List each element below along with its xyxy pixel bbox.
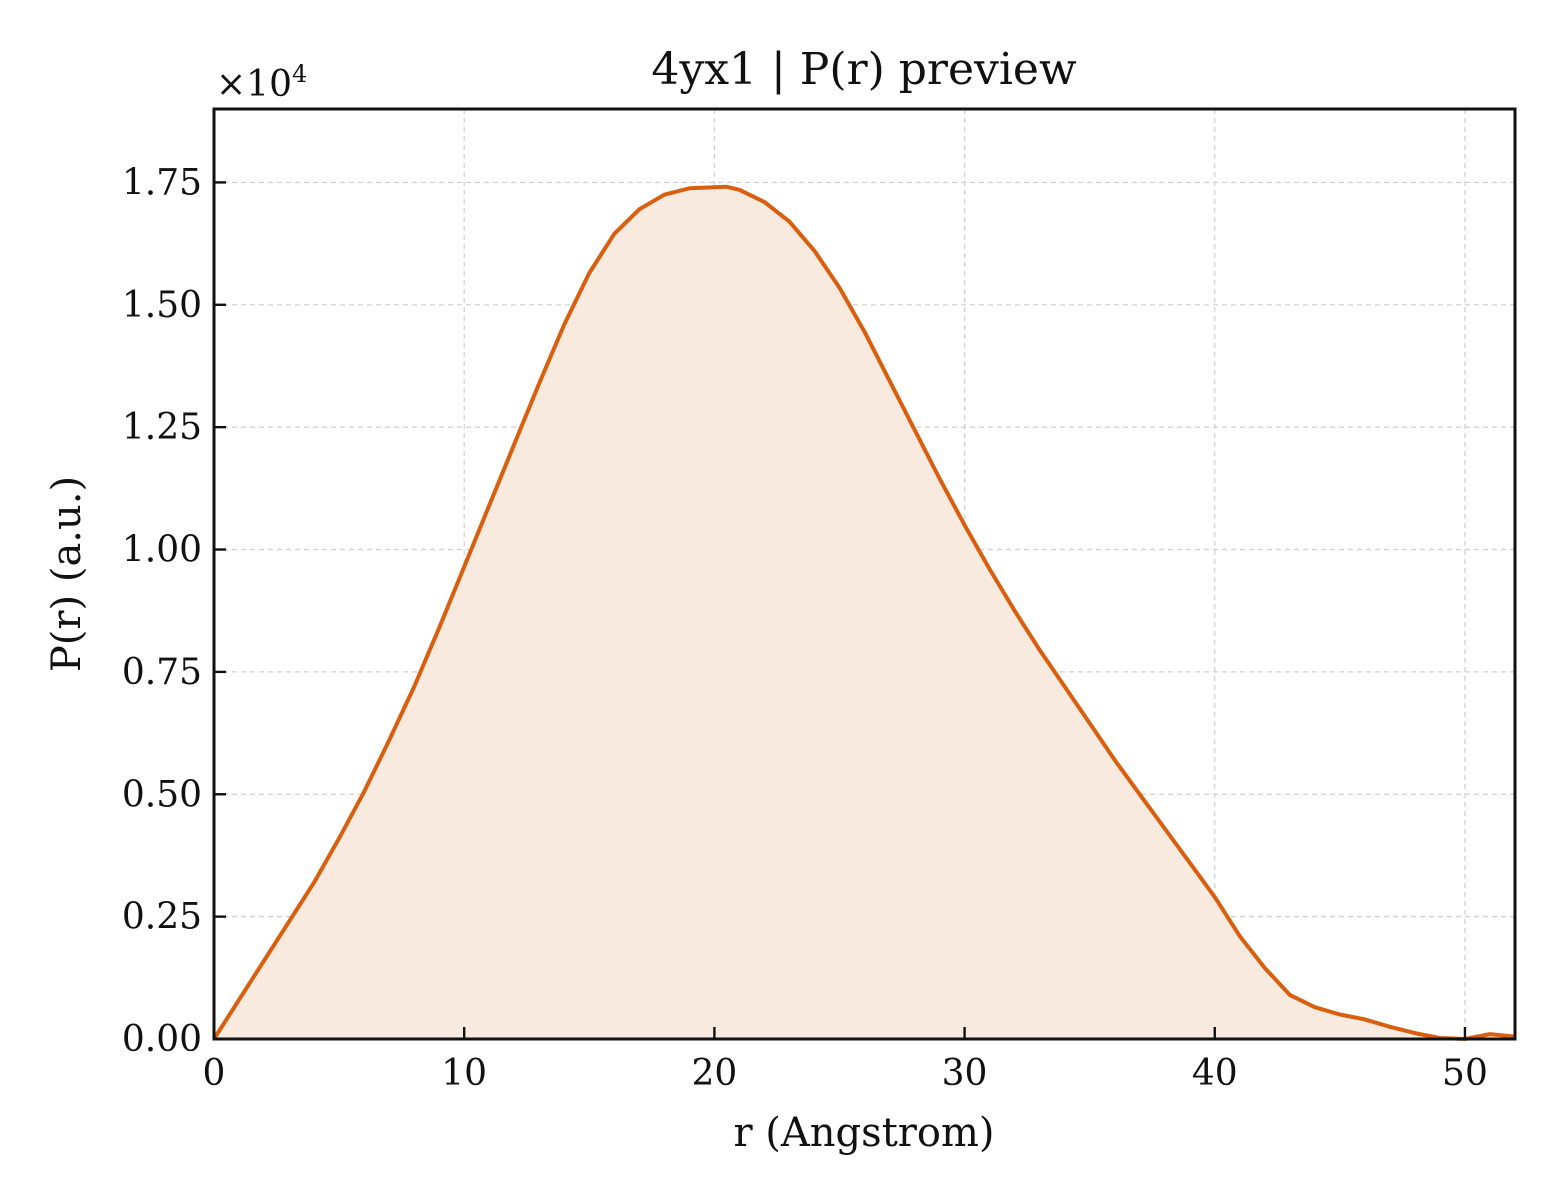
y-tick-label: 1.00	[122, 530, 202, 571]
pr-area-fill	[214, 186, 1515, 1040]
y-tick-label: 0.25	[122, 897, 202, 938]
y-tick-label: 0.50	[122, 774, 202, 815]
pr-curve-line	[212, 184, 1516, 1041]
y-scale-base: ×10	[216, 64, 292, 105]
y-tick-label: 0.00	[122, 1019, 202, 1060]
y-scale-multiplier: ×104	[216, 60, 307, 105]
chart-title: 4yx1 | P(r) preview	[651, 44, 1077, 95]
y-tick-label: 0.75	[122, 652, 202, 693]
x-tick-label: 40	[1192, 1053, 1238, 1094]
x-tick-label: 20	[691, 1053, 737, 1094]
x-tick-label: 10	[441, 1053, 487, 1094]
y-scale-exponent: 4	[292, 60, 307, 88]
y-tick-label: 1.25	[122, 407, 202, 448]
y-tick-label: 1.50	[122, 285, 202, 326]
x-axis-label: r (Angstrom)	[733, 1110, 994, 1156]
plot-frame	[212, 107, 1517, 1041]
ticks: 0 10 20 30 40 50 0.00 0.25 0.50 0.75 1.00 1.25 1.50 1…	[122, 162, 1488, 1094]
y-tick-label: 1.75	[122, 162, 202, 203]
x-tick-label: 50	[1442, 1053, 1488, 1094]
x-tick-label: 0	[203, 1053, 226, 1094]
x-tick-label: 30	[942, 1053, 988, 1094]
y-axis-label: P(r) (a.u.)	[44, 476, 90, 672]
